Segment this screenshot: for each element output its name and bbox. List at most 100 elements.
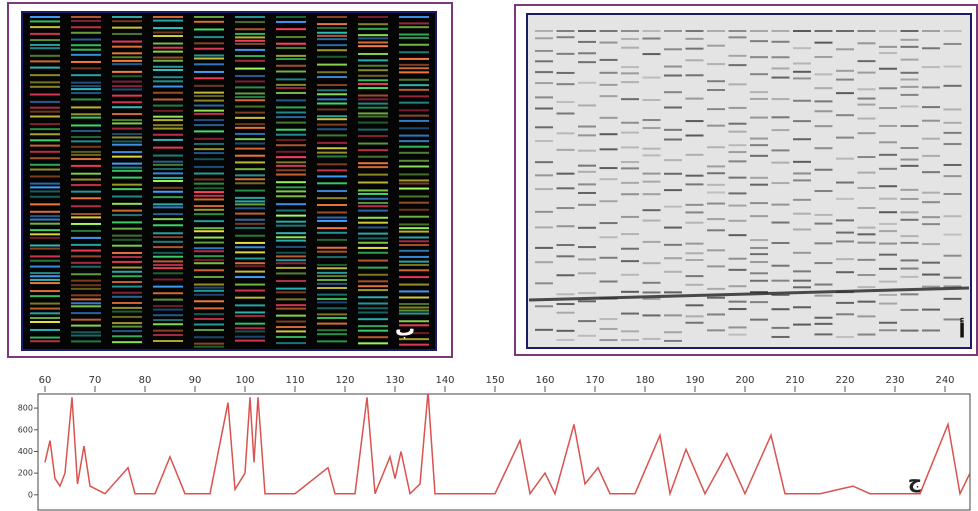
gel-band	[71, 74, 101, 77]
gel-band	[194, 178, 224, 181]
gel-band	[153, 56, 183, 59]
gel-band	[621, 167, 639, 170]
gel-band	[71, 279, 101, 282]
gel-band	[235, 147, 265, 150]
gel-band	[112, 202, 142, 205]
gel-band	[358, 273, 388, 276]
gel-band	[664, 91, 682, 94]
gel-band	[235, 28, 265, 31]
gel-band	[685, 47, 704, 50]
gel-band	[642, 240, 661, 243]
gel-band	[276, 251, 306, 254]
gel-band	[621, 81, 639, 84]
gel-band	[399, 296, 429, 299]
gel-band	[358, 64, 388, 67]
gel-band	[30, 321, 60, 324]
gel-band	[317, 329, 347, 332]
gel-band	[276, 46, 306, 49]
gel-band	[399, 78, 429, 81]
gel-band	[276, 87, 306, 90]
gel-band	[194, 70, 224, 73]
gel-band	[556, 225, 575, 228]
gel-band	[30, 133, 60, 136]
gel-band	[814, 294, 833, 297]
gel-band	[153, 19, 183, 22]
gel-band	[194, 172, 224, 175]
gel-band	[235, 86, 265, 89]
gel-band	[317, 49, 347, 52]
gel-band	[599, 167, 618, 170]
gel-band	[112, 70, 142, 73]
gel-band	[399, 165, 429, 168]
gel-band	[664, 205, 682, 208]
gel-band	[556, 293, 575, 296]
gel-band	[276, 239, 306, 242]
gel-band	[153, 308, 183, 311]
gel-band	[235, 154, 265, 157]
x-tick-label: 80	[139, 375, 152, 386]
gel-band	[194, 220, 224, 223]
gel-band	[112, 244, 142, 247]
gel-band	[317, 340, 347, 343]
gel-band	[621, 46, 639, 49]
gel-band	[71, 243, 101, 246]
gel-band	[399, 57, 429, 60]
gel-band	[112, 169, 142, 172]
gel-band	[153, 46, 183, 49]
gel-band	[535, 49, 553, 52]
gel-band	[707, 202, 725, 205]
gel-band	[814, 262, 833, 265]
gel-band	[153, 319, 183, 322]
gel-band	[771, 279, 790, 282]
gel-band	[71, 92, 101, 95]
gel-band	[556, 30, 575, 32]
gel-band	[71, 284, 101, 287]
gel-band	[793, 212, 811, 215]
gel-band	[112, 119, 142, 122]
gel-band	[276, 28, 306, 31]
gel-band	[153, 80, 183, 83]
gel-band	[750, 116, 768, 119]
gel-band	[317, 115, 347, 118]
gel-band	[71, 331, 101, 334]
gel-band	[750, 73, 768, 76]
gel-band	[900, 158, 919, 161]
gel-band	[814, 87, 833, 90]
gel-band	[276, 262, 306, 265]
gel-band	[317, 316, 347, 319]
gel-band	[685, 97, 704, 100]
gel-band	[71, 158, 101, 161]
gel-band	[685, 211, 704, 214]
gel-band	[685, 37, 704, 40]
gel-band	[793, 120, 811, 123]
gel-band	[30, 16, 60, 18]
gel-band	[793, 160, 811, 163]
gel-band	[153, 154, 183, 157]
gel-band	[793, 286, 811, 289]
gel-band	[535, 174, 553, 177]
gel-band	[399, 159, 429, 162]
gel-band	[194, 99, 224, 102]
gel-band	[556, 244, 575, 247]
gel-band	[112, 330, 142, 333]
gel-band	[194, 293, 224, 296]
gel-band	[399, 260, 429, 263]
gel-band	[728, 36, 747, 39]
gel-band	[793, 138, 811, 141]
gel-band	[112, 209, 142, 212]
gel-band	[30, 175, 60, 178]
gel-band	[836, 69, 854, 72]
gel-band	[556, 132, 575, 135]
gel-band	[194, 213, 224, 216]
gel-band	[399, 269, 429, 272]
gel-band	[71, 190, 101, 193]
gel-band	[857, 97, 876, 100]
gel-band	[317, 227, 347, 230]
gel-band	[153, 146, 183, 149]
gel-band	[235, 200, 265, 203]
gel-band	[399, 88, 429, 91]
gel-band	[621, 312, 639, 315]
gel-band	[728, 308, 747, 311]
gel-band	[235, 161, 265, 164]
gel-band	[194, 262, 224, 265]
